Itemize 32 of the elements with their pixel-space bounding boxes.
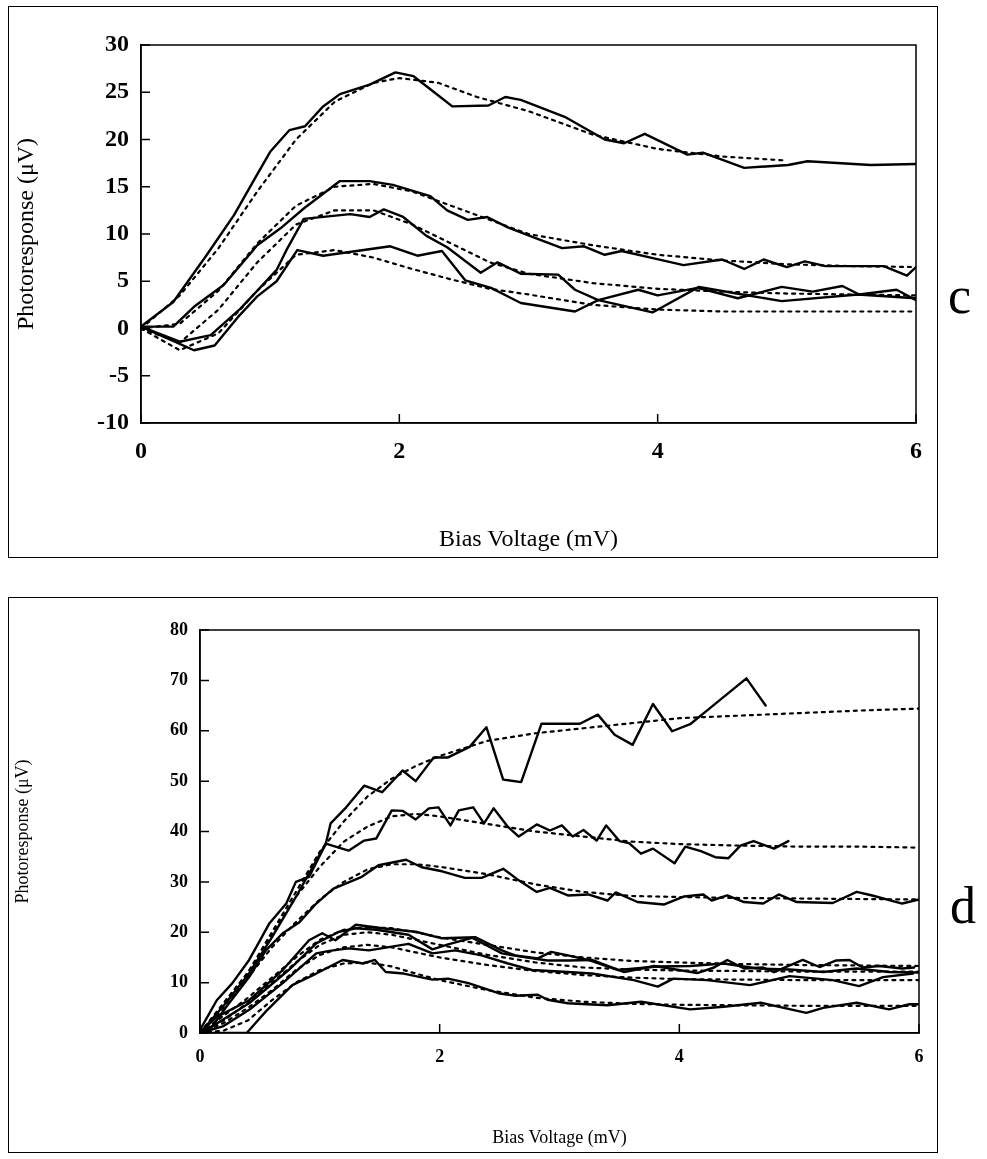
x-tick-label: 6: [914, 1046, 924, 1067]
y-tick-label: 40: [170, 820, 188, 841]
y-tick-label: 15: [105, 171, 129, 198]
y-tick-label: 10: [170, 971, 188, 992]
y-tick-label: -5: [109, 360, 129, 387]
y-tick-label: 5: [117, 266, 129, 293]
y-tick-label: 30: [105, 30, 129, 57]
y-tick-label: 20: [105, 124, 129, 151]
x-tick-label: 0: [135, 436, 147, 463]
y-axis-title: Photoresponse (μV): [11, 759, 33, 904]
x-axis-title: Bias Voltage (mV): [438, 524, 619, 551]
x-tick-label: 4: [674, 1046, 684, 1067]
x-tick-label: 2: [435, 1046, 445, 1067]
y-tick-label: 80: [170, 618, 188, 639]
text: c: [948, 267, 972, 324]
y-tick-label: 50: [170, 769, 188, 790]
y-tick-label: 20: [170, 920, 188, 941]
x-tick-label: 4: [651, 436, 664, 463]
y-tick-label: 10: [105, 219, 129, 246]
y-axis-title: Photoresponse (μV): [11, 137, 38, 331]
y-tick-label: -10: [97, 408, 129, 435]
x-tick-label: 6: [910, 436, 922, 463]
text: d: [950, 877, 976, 934]
y-tick-label: 70: [170, 669, 188, 690]
y-tick-label: 0: [117, 313, 129, 340]
y-tick-label: 0: [179, 1021, 188, 1042]
x-tick-label: 2: [393, 436, 406, 463]
x-tick-label: 0: [195, 1046, 205, 1067]
x-axis-title: Bias Voltage (mV): [492, 1126, 627, 1148]
y-tick-label: 30: [170, 870, 188, 891]
y-tick-label: 25: [105, 77, 129, 104]
y-tick-label: 60: [170, 719, 188, 740]
